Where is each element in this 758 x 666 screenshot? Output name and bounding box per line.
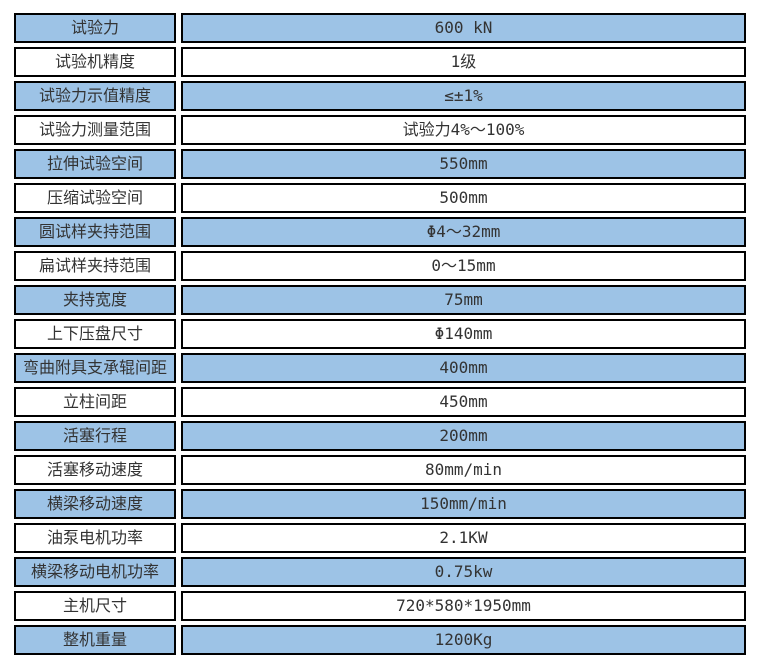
spec-row: 立柱间距 450mm	[14, 387, 746, 417]
spec-value: ≤±1%	[181, 81, 746, 111]
spec-value: 450mm	[181, 387, 746, 417]
spec-row: 试验力 600 kN	[14, 13, 746, 43]
spec-label: 扁试样夹持范围	[14, 251, 176, 281]
spec-label: 整机重量	[14, 625, 176, 655]
spec-value: 2.1KW	[181, 523, 746, 553]
spec-label: 夹持宽度	[14, 285, 176, 315]
spec-label: 横梁移动电机功率	[14, 557, 176, 587]
spec-value: 75mm	[181, 285, 746, 315]
spec-label: 活塞行程	[14, 421, 176, 451]
spec-value: 400mm	[181, 353, 746, 383]
spec-row: 拉伸试验空间 550mm	[14, 149, 746, 179]
spec-row: 弯曲附具支承辊间距 400mm	[14, 353, 746, 383]
spec-label: 拉伸试验空间	[14, 149, 176, 179]
spec-row: 横梁移动电机功率 0.75kw	[14, 557, 746, 587]
spec-row: 上下压盘尺寸 Φ140mm	[14, 319, 746, 349]
spec-value: 720*580*1950mm	[181, 591, 746, 621]
spec-value: 0.75kw	[181, 557, 746, 587]
spec-row: 试验力示值精度 ≤±1%	[14, 81, 746, 111]
spec-row: 活塞行程 200mm	[14, 421, 746, 451]
spec-label: 主机尺寸	[14, 591, 176, 621]
spec-value: Φ140mm	[181, 319, 746, 349]
spec-row: 扁试样夹持范围 0～15mm	[14, 251, 746, 281]
spec-label: 横梁移动速度	[14, 489, 176, 519]
spec-label: 弯曲附具支承辊间距	[14, 353, 176, 383]
spec-row: 夹持宽度 75mm	[14, 285, 746, 315]
spec-value: 150mm/min	[181, 489, 746, 519]
spec-label: 上下压盘尺寸	[14, 319, 176, 349]
spec-value: 80mm/min	[181, 455, 746, 485]
spec-label: 活塞移动速度	[14, 455, 176, 485]
spec-label: 试验力示值精度	[14, 81, 176, 111]
spec-label: 试验力测量范围	[14, 115, 176, 145]
spec-row: 横梁移动速度 150mm/min	[14, 489, 746, 519]
spec-value: Φ4～32mm	[181, 217, 746, 247]
spec-label: 试验机精度	[14, 47, 176, 77]
spec-label: 立柱间距	[14, 387, 176, 417]
spec-row: 试验力测量范围 试验力4%～100%	[14, 115, 746, 145]
spec-label: 油泵电机功率	[14, 523, 176, 553]
spec-label: 压缩试验空间	[14, 183, 176, 213]
spec-label: 圆试样夹持范围	[14, 217, 176, 247]
spec-row: 试验机精度 1级	[14, 47, 746, 77]
spec-label: 试验力	[14, 13, 176, 43]
spec-value: 600 kN	[181, 13, 746, 43]
spec-value: 200mm	[181, 421, 746, 451]
spec-value: 550mm	[181, 149, 746, 179]
spec-value: 1级	[181, 47, 746, 77]
spec-row: 圆试样夹持范围 Φ4～32mm	[14, 217, 746, 247]
spec-row: 主机尺寸 720*580*1950mm	[14, 591, 746, 621]
spec-value: 1200Kg	[181, 625, 746, 655]
spec-row: 压缩试验空间 500mm	[14, 183, 746, 213]
spec-value: 0～15mm	[181, 251, 746, 281]
spec-row: 整机重量 1200Kg	[14, 625, 746, 655]
spec-row: 油泵电机功率 2.1KW	[14, 523, 746, 553]
spec-row: 活塞移动速度 80mm/min	[14, 455, 746, 485]
spec-value: 500mm	[181, 183, 746, 213]
spec-value: 试验力4%～100%	[181, 115, 746, 145]
